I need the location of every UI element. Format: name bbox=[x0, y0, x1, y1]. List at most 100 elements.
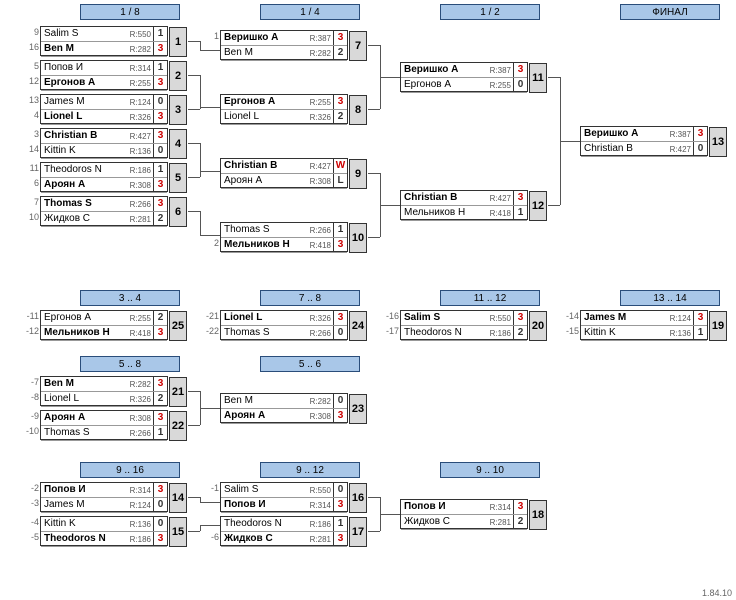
match-box: Ергонов АR:2552-11Мельников НR:4183-1225 bbox=[40, 310, 168, 340]
player-rating: R:281 bbox=[123, 212, 153, 226]
seed-number: -4 bbox=[25, 517, 39, 527]
match-row: Theodoros NR:1861 bbox=[41, 163, 167, 178]
stage-header: ФИНАЛ bbox=[620, 4, 720, 20]
player-score: 3 bbox=[333, 498, 347, 512]
player-rating: R:387 bbox=[663, 127, 693, 141]
player-score: 3 bbox=[153, 411, 167, 425]
player-score: 0 bbox=[513, 78, 527, 92]
match-number: 2 bbox=[169, 61, 187, 91]
bracket-connector bbox=[200, 171, 220, 172]
match-row: Lionel LR:3262 bbox=[41, 392, 167, 407]
player-name: Thomas S bbox=[41, 197, 123, 211]
player-score: 1 bbox=[333, 223, 347, 237]
match-number: 8 bbox=[349, 95, 367, 125]
stage-header: 1 / 2 bbox=[440, 4, 540, 20]
player-rating: R:550 bbox=[303, 483, 333, 497]
player-rating: R:255 bbox=[123, 311, 153, 325]
match-number: 17 bbox=[349, 517, 367, 547]
player-rating: R:266 bbox=[123, 197, 153, 211]
player-rating: R:326 bbox=[123, 110, 153, 124]
seed-number: 13 bbox=[25, 95, 39, 105]
seed-number: -8 bbox=[25, 392, 39, 402]
version-label: 1.84.10 bbox=[702, 588, 732, 598]
bracket-connector bbox=[380, 77, 400, 78]
player-name: Ben M bbox=[221, 46, 303, 60]
match-number: 14 bbox=[169, 483, 187, 513]
bracket-connector bbox=[200, 408, 220, 409]
player-score: 3 bbox=[153, 129, 167, 143]
match-row: Ben MR:2820 bbox=[221, 394, 347, 409]
player-name: James M bbox=[41, 498, 123, 512]
player-name: Попов И bbox=[221, 498, 303, 512]
match-row: Ергонов АR:2553 bbox=[221, 95, 347, 110]
stage-header: 9 .. 16 bbox=[80, 462, 180, 478]
player-rating: R:427 bbox=[303, 159, 333, 173]
player-rating: R:281 bbox=[483, 515, 513, 529]
player-rating: R:124 bbox=[123, 95, 153, 109]
player-score: W bbox=[333, 159, 347, 173]
match-box: Thomas SR:26637Жидков СR:2812106 bbox=[40, 196, 168, 226]
bracket-connector bbox=[368, 109, 380, 110]
bracket-connector bbox=[188, 497, 200, 498]
player-score: 2 bbox=[153, 212, 167, 226]
bracket-connector bbox=[200, 502, 220, 503]
stage-header: 11 .. 12 bbox=[440, 290, 540, 306]
seed-number: 16 bbox=[25, 42, 39, 52]
seed-number: 3 bbox=[25, 129, 39, 139]
player-rating: R:427 bbox=[123, 129, 153, 143]
player-name: Мельников Н bbox=[401, 206, 483, 220]
bracket-connector bbox=[188, 531, 200, 532]
player-rating: R:314 bbox=[123, 483, 153, 497]
player-score: 1 bbox=[153, 27, 167, 41]
player-rating: R:282 bbox=[303, 46, 333, 60]
seed-number: 6 bbox=[25, 178, 39, 188]
match-row: Попов ИR:3141 bbox=[41, 61, 167, 76]
player-rating: R:186 bbox=[123, 163, 153, 177]
player-score: 0 bbox=[333, 483, 347, 497]
match-box: Christian BR:42733Kittin KR:1360144 bbox=[40, 128, 168, 158]
seed-number: 10 bbox=[25, 212, 39, 222]
player-score: 3 bbox=[153, 532, 167, 546]
player-name: Попов И bbox=[41, 483, 123, 497]
player-score: 2 bbox=[513, 515, 527, 529]
match-row: Thomas SR:2660 bbox=[221, 326, 347, 341]
bracket-connector bbox=[188, 41, 200, 42]
bracket-connector bbox=[188, 391, 200, 392]
match-number: 10 bbox=[349, 223, 367, 253]
player-rating: R:124 bbox=[663, 311, 693, 325]
match-row: Christian BR:4273 bbox=[401, 191, 527, 206]
seed-number: 2 bbox=[205, 238, 219, 248]
player-rating: R:427 bbox=[663, 142, 693, 156]
player-rating: R:308 bbox=[123, 411, 153, 425]
match-box: Theodoros NR:1861Жидков СR:2813-617 bbox=[220, 516, 348, 546]
player-name: Ben M bbox=[41, 377, 123, 391]
bracket-connector bbox=[548, 205, 560, 206]
bracket-connector bbox=[200, 525, 220, 526]
match-box: Веришко АR:3873Ергонов АR:255011 bbox=[400, 62, 528, 92]
player-score: 1 bbox=[153, 426, 167, 440]
stage-header: 1 / 8 bbox=[80, 4, 180, 20]
match-box: Попов ИR:3143Жидков СR:281218 bbox=[400, 499, 528, 529]
seed-number: 1 bbox=[205, 31, 219, 41]
stage-header: 3 .. 4 bbox=[80, 290, 180, 306]
player-rating: R:186 bbox=[123, 532, 153, 546]
match-row: Ben MR:2823 bbox=[41, 42, 167, 57]
match-row: Christian BR:427W bbox=[221, 159, 347, 174]
match-box: Ben MR:2823-7Lionel LR:3262-821 bbox=[40, 376, 168, 406]
player-rating: R:387 bbox=[303, 31, 333, 45]
match-row: Thomas SR:2663 bbox=[41, 197, 167, 212]
player-rating: R:314 bbox=[303, 498, 333, 512]
match-box: Lionel LR:3263-21Thomas SR:2660-2224 bbox=[220, 310, 348, 340]
match-row: Веришко АR:3873 bbox=[401, 63, 527, 78]
player-score: 0 bbox=[333, 394, 347, 408]
player-name: Theodoros N bbox=[401, 326, 483, 340]
match-row: Thomas SR:2661 bbox=[221, 223, 347, 238]
match-number: 13 bbox=[709, 127, 727, 157]
player-name: James M bbox=[41, 95, 123, 109]
player-rating: R:255 bbox=[483, 78, 513, 92]
player-name: Theodoros N bbox=[41, 532, 123, 546]
match-row: Ергонов АR:2553 bbox=[41, 76, 167, 91]
match-box: Salim SR:5500-1Попов ИR:314316 bbox=[220, 482, 348, 512]
match-box: Веришко АR:3873Christian BR:427013 bbox=[580, 126, 708, 156]
match-number: 15 bbox=[169, 517, 187, 547]
